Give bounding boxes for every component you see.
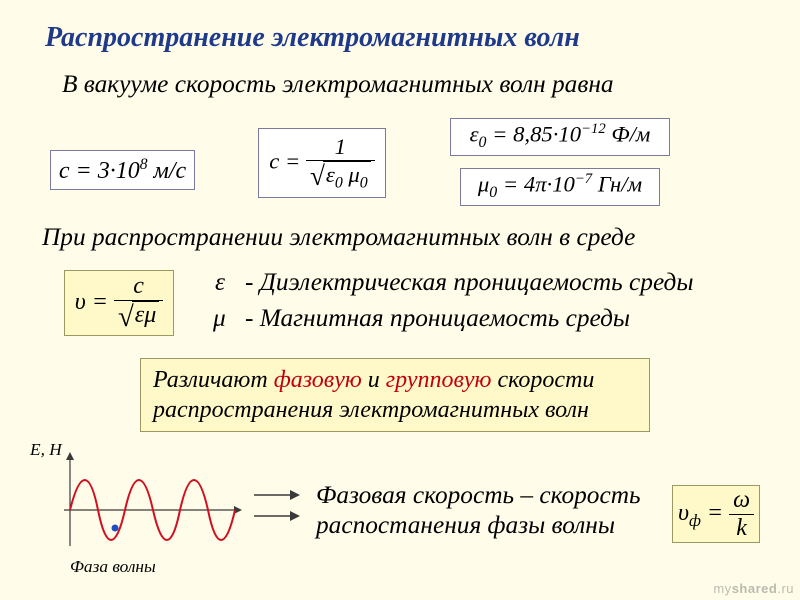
mu-symbol: μ (213, 304, 226, 333)
phase-group-note: Различают фазовую и групповую скорости р… (140, 358, 650, 432)
page-title: Распространение электромагнитных волн (45, 22, 580, 54)
wave-diagram (30, 448, 250, 558)
formula-c-value: c = 3·108 м/c (50, 150, 195, 190)
formula-mu0: μ0 = 4π·10−7 Гн/м (460, 168, 660, 206)
note-red-group: групповую (386, 367, 492, 393)
direction-arrows (252, 486, 307, 526)
formula-vphi: υф = ωk (672, 485, 760, 543)
phase-velocity-text: Фазовая скорость – скорость распостанени… (316, 480, 646, 541)
vacuum-speed-text: В вакууме скорость электромагнитных волн… (62, 70, 614, 99)
formula-c-relation: c = 1√ε0 μ0 (258, 128, 386, 198)
watermark-suffix: .ru (777, 581, 794, 596)
eps-symbol: ε (215, 268, 225, 297)
watermark: myshared.ru (713, 581, 794, 596)
note-mid: и (362, 367, 386, 393)
note-red-phase: фазовую (274, 367, 362, 393)
note-pre: Различают (153, 367, 274, 393)
formula-v-medium: υ = c√εμ (64, 270, 174, 336)
formula-eps0: ε0 = 8,85·10−12 Ф/м (450, 118, 670, 156)
eps-label: - Диэлектрическая проницаемость среды (245, 268, 694, 297)
phase-point-label: Фаза волны (70, 557, 156, 577)
watermark-bold: shared (732, 581, 778, 596)
medium-text: При распространении электромагнитных вол… (42, 223, 635, 252)
watermark-pre: my (713, 581, 731, 596)
mu-label: - Магнитная проницаемость среды (245, 304, 630, 333)
